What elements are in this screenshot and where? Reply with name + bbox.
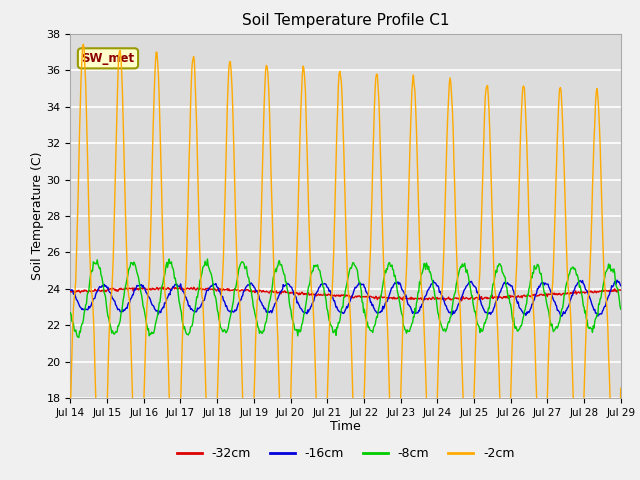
X-axis label: Time: Time xyxy=(330,420,361,432)
Y-axis label: Soil Temperature (C): Soil Temperature (C) xyxy=(31,152,44,280)
Title: Soil Temperature Profile C1: Soil Temperature Profile C1 xyxy=(242,13,449,28)
Legend: -32cm, -16cm, -8cm, -2cm: -32cm, -16cm, -8cm, -2cm xyxy=(172,442,520,465)
Text: SW_met: SW_met xyxy=(81,52,134,65)
